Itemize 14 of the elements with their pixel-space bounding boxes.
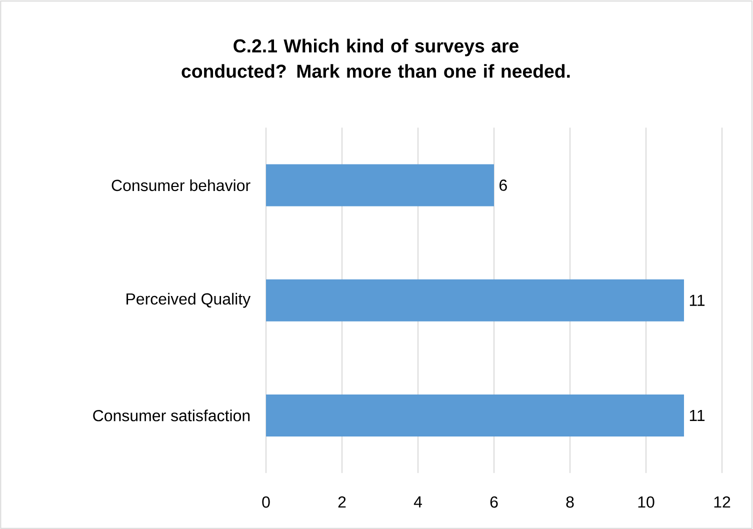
y-tick-label: Perceived Quality xyxy=(126,292,251,308)
data-label: 6 xyxy=(500,180,507,191)
x-tick-label: 10 xyxy=(638,496,654,508)
x-tick-label: 4 xyxy=(414,496,422,508)
data-label: 11 xyxy=(690,410,705,421)
x-tick-label: 6 xyxy=(490,496,498,508)
x-tick-label: 0 xyxy=(262,496,270,508)
x-tick-label: 12 xyxy=(714,496,730,508)
y-tick-label: Consumer satisfaction xyxy=(93,410,250,422)
x-tick-label: 2 xyxy=(338,496,346,508)
y-tick-label: Consumer behavior xyxy=(112,179,250,192)
x-tick-label: 8 xyxy=(566,496,574,508)
chart-title: C.2.1 Which kind of surveys are conducted? Mark more than one if needed. xyxy=(182,38,570,78)
data-label: 11 xyxy=(690,294,705,306)
